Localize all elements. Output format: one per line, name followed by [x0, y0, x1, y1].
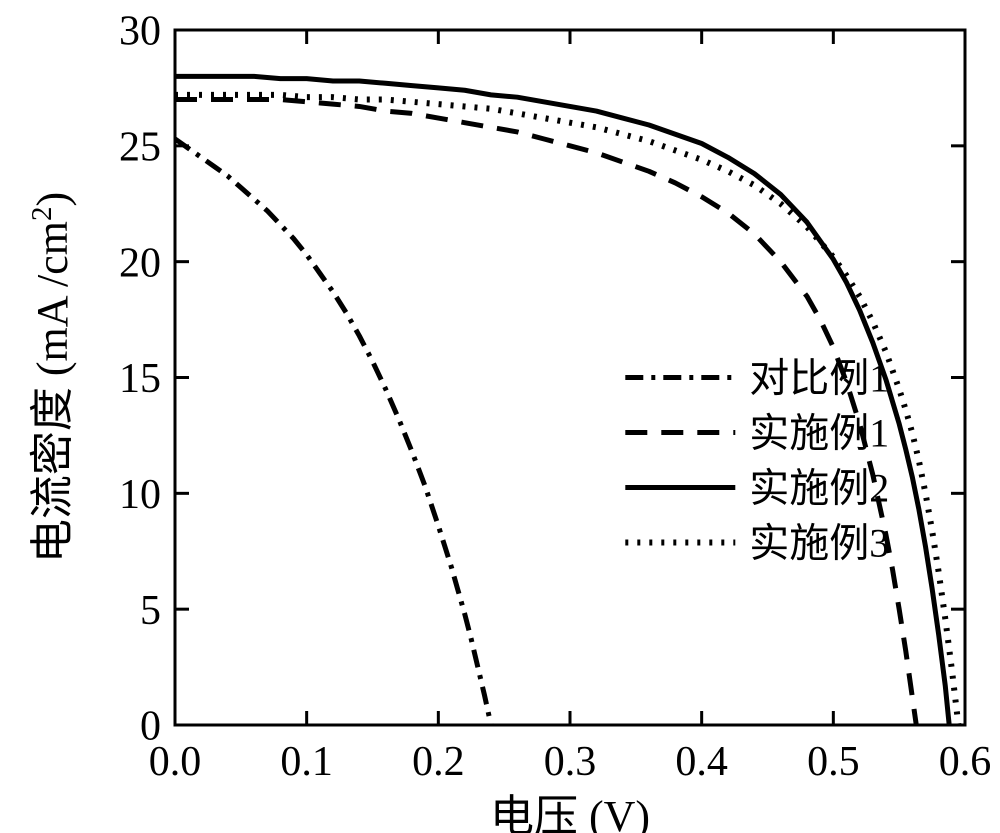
- y-tick-label: 25: [119, 125, 161, 171]
- x-tick-label: 0.2: [412, 739, 465, 785]
- y-tick-label: 0: [140, 704, 161, 750]
- legend-label: 实施例2: [749, 466, 889, 511]
- x-axis-label: 电压 (V): [490, 792, 650, 833]
- chart-svg: 0.00.10.20.30.40.50.6051015202530电压 (V)电…: [0, 0, 1000, 833]
- x-tick-label: 0.4: [675, 739, 728, 785]
- legend-label: 实施例3: [749, 521, 889, 566]
- y-tick-label: 10: [119, 472, 161, 518]
- series-group: [175, 76, 958, 725]
- svg-text:电流密度 (mA /cm2): 电流密度 (mA /cm2): [26, 192, 77, 563]
- series-line: [175, 139, 491, 725]
- y-axis-label: 电流密度 (mA /cm2): [26, 192, 77, 563]
- y-tick-label: 15: [119, 356, 161, 402]
- legend: 对比例1 实施例1 实施例2 实施例3: [625, 356, 889, 566]
- legend-label: 实施例1: [749, 411, 889, 456]
- legend-label: 对比例1: [749, 356, 889, 401]
- jv-curve-chart: 0.00.10.20.30.40.50.6051015202530电压 (V)电…: [0, 0, 1000, 833]
- series-line: [175, 76, 949, 725]
- y-tick-label: 20: [119, 240, 161, 286]
- x-tick-label: 0.5: [807, 739, 860, 785]
- y-tick-label: 5: [140, 588, 161, 634]
- x-tick-label: 0.6: [939, 739, 992, 785]
- y-tick-label: 30: [119, 9, 161, 55]
- x-tick-label: 0.3: [544, 739, 597, 785]
- x-tick-label: 0.1: [280, 739, 333, 785]
